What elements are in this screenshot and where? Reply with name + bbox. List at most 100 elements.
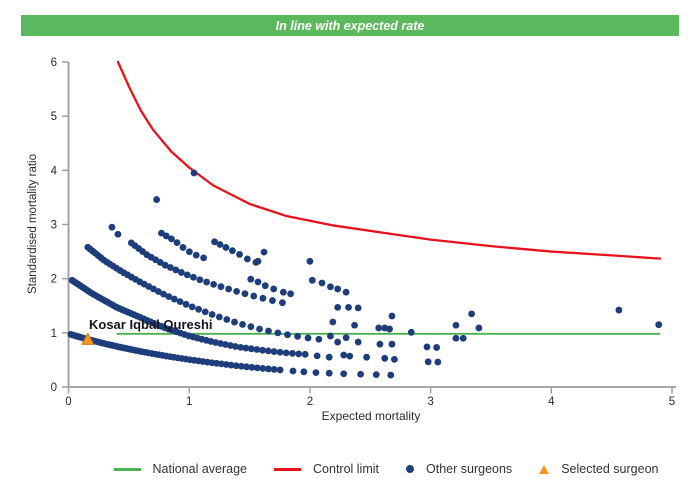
surgeon-dot xyxy=(188,303,196,311)
surgeon-dot xyxy=(172,266,180,274)
axis-lines xyxy=(67,62,676,388)
surgeon-dot xyxy=(243,255,251,263)
surgeon-dot xyxy=(176,298,184,306)
surgeon-dot xyxy=(376,340,384,348)
surgeon-dot xyxy=(295,350,303,358)
y-tick-label: 6 xyxy=(51,57,57,69)
y-tick-label: 4 xyxy=(51,165,58,177)
surgeon-dot xyxy=(162,232,170,240)
legend-item-other-surgeons: Other surgeons xyxy=(406,462,512,476)
surgeon-dot xyxy=(265,365,272,373)
surgeon-dot xyxy=(334,338,342,346)
surgeon-dot xyxy=(270,285,278,293)
surgeon-dot xyxy=(226,342,234,349)
surgeon-dot xyxy=(387,371,395,379)
surgeon-dot xyxy=(459,334,467,342)
y-tick-label: 3 xyxy=(51,219,57,231)
surgeon-dot xyxy=(306,257,314,265)
x-tick-label: 2 xyxy=(307,396,313,408)
surgeon-dot xyxy=(201,308,209,316)
surgeon-dot xyxy=(165,293,173,301)
surgeon-dot xyxy=(279,288,287,296)
surgeon-dot xyxy=(182,300,190,308)
surgeon-dot xyxy=(345,303,352,311)
surgeon-dot xyxy=(178,269,185,276)
surgeon-dot xyxy=(279,299,286,307)
surgeon-dot xyxy=(236,251,243,258)
surgeon-dot xyxy=(254,257,262,265)
y-axis-label: Standardised mortality ratio xyxy=(27,154,39,294)
surgeon-dot xyxy=(388,340,396,348)
surgeon-dot xyxy=(260,248,268,256)
surgeon-dot xyxy=(325,353,333,361)
surgeon-dot xyxy=(195,305,203,313)
surgeon-dot xyxy=(237,362,245,370)
surgeon-dot xyxy=(250,292,258,300)
surgeon-dot xyxy=(372,371,380,379)
surgeon-dot xyxy=(253,364,261,372)
legend-label: National average xyxy=(152,462,248,476)
other-surgeons-dots xyxy=(67,169,663,379)
surgeon-dot xyxy=(269,297,276,304)
surgeon-dot xyxy=(300,368,308,376)
mortality-funnel-chart: 0 1 2 3 4 5 6 0 1 2 3 4 5 Kosar Iqbal Qureshi Expect… xyxy=(27,57,676,423)
x-axis-label: Expected mortality xyxy=(322,409,421,423)
surgeon-dot xyxy=(334,285,342,293)
surgeon-dot xyxy=(153,196,161,203)
surgeon-dot xyxy=(655,321,663,329)
surgeon-dot xyxy=(289,367,297,375)
surgeon-dot xyxy=(173,239,181,246)
surgeon-dot xyxy=(200,254,208,262)
surgeon-dot xyxy=(156,259,164,266)
surgeon-dot xyxy=(284,331,291,339)
surgeon-dot xyxy=(247,275,255,283)
surgeon-dot xyxy=(203,278,210,286)
surgeon-dot xyxy=(308,276,316,284)
surgeon-dot xyxy=(468,310,476,318)
surgeon-dot xyxy=(232,362,240,370)
surgeon-dot xyxy=(334,303,342,311)
surgeon-dot xyxy=(242,344,250,352)
surgeon-dot xyxy=(375,324,383,332)
surgeon-dot xyxy=(264,347,272,355)
surgeon-dot xyxy=(346,352,354,360)
surgeon-dot xyxy=(232,343,239,350)
surgeon-dot xyxy=(254,278,262,286)
surgeon-dot xyxy=(327,332,334,340)
surgeon-dot xyxy=(229,247,236,255)
surgeon-dot xyxy=(265,327,272,335)
surgeon-dot xyxy=(248,363,256,371)
surgeon-dot xyxy=(247,323,255,331)
surgeon-dot xyxy=(288,349,296,357)
surgeon-dot xyxy=(241,290,249,298)
x-tick-label: 4 xyxy=(548,396,555,408)
surgeon-dot xyxy=(354,304,362,312)
surgeon-dot xyxy=(227,361,235,369)
surgeon-dot xyxy=(313,352,321,360)
surgeon-dot xyxy=(114,230,122,238)
surgeon-dot xyxy=(452,321,460,329)
control-limit-path xyxy=(116,60,662,260)
surgeon-dot xyxy=(161,261,169,269)
surgeon-dot xyxy=(261,282,269,290)
surgeon-dot xyxy=(327,283,334,291)
surgeon-dot xyxy=(276,366,284,374)
surgeon-dot xyxy=(357,370,364,378)
surgeon-dot xyxy=(108,223,116,231)
legend-item-national-average: National average xyxy=(113,462,248,476)
surgeon-dot xyxy=(259,294,267,302)
y-tick-label: 5 xyxy=(51,111,57,123)
surgeon-dot xyxy=(312,369,320,377)
control-limit-curve xyxy=(116,60,662,260)
surgeon-dot xyxy=(196,276,204,284)
surgeon-dot xyxy=(222,244,230,251)
surgeon-dot xyxy=(270,348,278,355)
surgeon-dot xyxy=(390,355,398,363)
surgeon-dot xyxy=(386,325,393,333)
surgeon-dot xyxy=(282,349,290,357)
surgeon-dot xyxy=(233,288,241,295)
surgeon-dot xyxy=(315,335,323,343)
surgeon-dot xyxy=(276,348,284,356)
surgeon-dot xyxy=(217,283,225,291)
selected-surgeon-marker[interactable] xyxy=(81,332,95,345)
